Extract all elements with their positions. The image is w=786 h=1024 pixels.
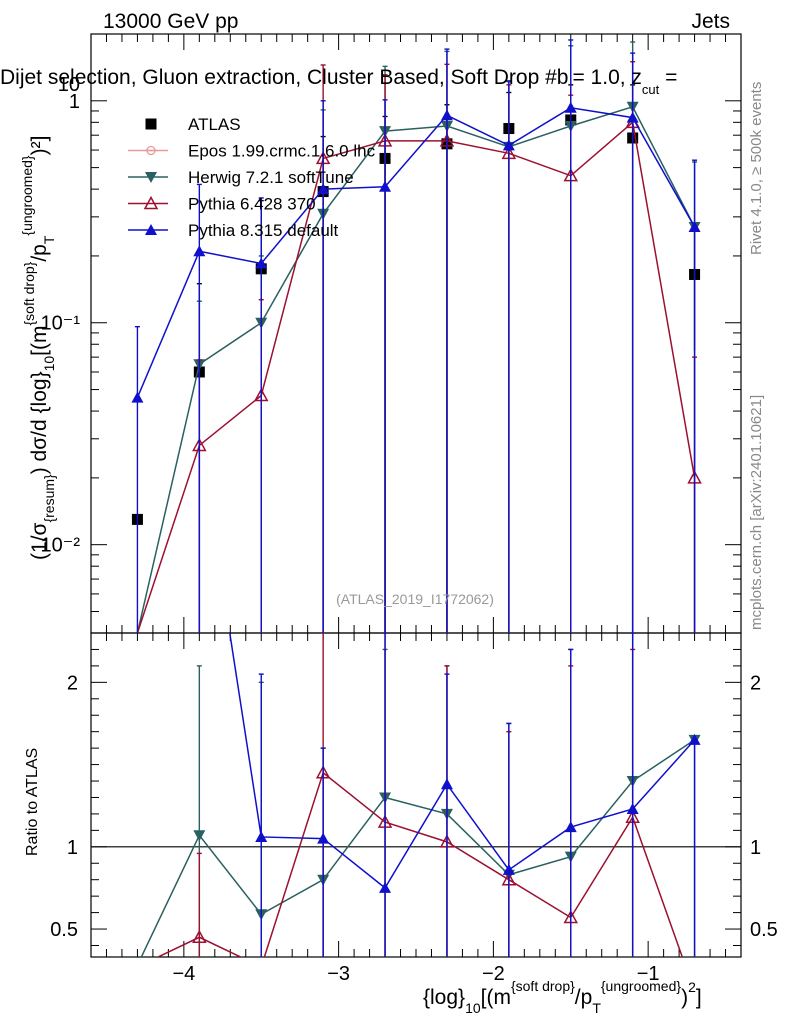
mcplots-label: mcplots.cern.ch [arXiv:2401.10621]	[748, 395, 765, 630]
title-main: Dijet selection, Gluon extraction, Clust…	[0, 66, 568, 89]
legend-marker	[145, 224, 157, 235]
ratio-point	[193, 830, 206, 842]
legend-entry: Epos 1.99.crmc.1.6.0 lhc	[128, 142, 376, 161]
series-line	[136, 120, 696, 634]
legend-marker	[143, 195, 159, 210]
legend-marker	[145, 172, 157, 183]
ratio-point	[440, 778, 453, 790]
data-point	[440, 109, 453, 121]
x-tick-label: −1	[637, 963, 660, 985]
data-point	[131, 391, 144, 403]
x-axis-label: {log}10[(m{soft drop}/pT{ungroomed})2]	[423, 978, 702, 1016]
legend-label: Herwig 7.2.1 softTune	[188, 168, 354, 187]
upper-y-axis-label: (1/σ{resum}) dσ/d {log}10[(m{soft drop}/…	[19, 136, 57, 560]
legend-label: Pythia 8.315 default	[188, 221, 339, 240]
data-point	[564, 101, 577, 113]
ratio-line	[140, 739, 695, 957]
x-tick-label: −3	[327, 963, 350, 985]
ratio-point	[688, 733, 701, 745]
ratio-point	[564, 821, 577, 833]
ratio-point	[192, 929, 207, 944]
title-end: =	[659, 66, 677, 89]
series-line	[136, 105, 696, 634]
legend: ATLAS Epos 1.99.crmc.1.6.0 lhc Herwig 7.2.…	[128, 115, 376, 240]
legend-label: Epos 1.99.crmc.1.6.0 lhc	[188, 142, 376, 161]
ratio-series-pythia-8-315-default	[229, 633, 701, 957]
ratio-point	[255, 830, 268, 842]
data-point	[688, 221, 701, 233]
legend-entry: Herwig 7.2.1 softTune	[128, 168, 354, 187]
legend-entry: ATLAS	[145, 115, 241, 134]
analysis-watermark: (ATLAS_2019_I1772062)	[336, 591, 494, 607]
ratio-series-group	[140, 633, 701, 957]
main-axis-ticks: 10⁻² 10⁻¹ 110	[41, 33, 742, 634]
ratio-panel-frame	[90, 632, 742, 958]
lower-y-axis-label: Ratio to ATLAS	[24, 748, 41, 856]
ratio-point	[626, 802, 639, 814]
header-left: 13000 GeV pp	[103, 10, 238, 33]
ratio-point	[502, 863, 515, 875]
data-point	[379, 180, 392, 192]
rivet-label: Rivet 4.1.0, ≥ 500k events	[748, 82, 765, 255]
legend-label: ATLAS	[188, 115, 241, 134]
ratio-y-tick-label: 0.5	[50, 919, 78, 941]
data-point	[317, 183, 330, 195]
legend-label: Pythia 6.428 370	[188, 195, 316, 214]
data-point	[193, 245, 206, 257]
x-tick-label: −2	[482, 963, 505, 985]
ratio-y-tick-label: 2	[67, 672, 78, 694]
title-sub: cut	[642, 82, 660, 97]
ratio-axis-ticks: −4 −3 −2 −1 0.5 0.5 1 1 2 2	[50, 632, 778, 985]
x-tick-label: −4	[172, 963, 195, 985]
ratio-y-tick-label: 1	[67, 837, 78, 859]
header-right: Jets	[691, 10, 730, 33]
main-y-tick-label: 1	[69, 91, 80, 113]
data-point	[626, 111, 639, 123]
title-tail: = 1.0, z	[572, 66, 641, 89]
ratio-series-pythia-6-428-370	[156, 633, 684, 957]
data-point	[502, 139, 515, 151]
ratio-point	[379, 881, 392, 893]
main-y-tick-label: 10⁻¹	[41, 313, 81, 335]
ratio-y-tick-label-right: 0.5	[750, 919, 778, 941]
data-point	[255, 257, 268, 269]
main-series-group	[131, 39, 702, 634]
series-pythia-8-315-default	[131, 39, 701, 633]
plot-title: Dijet selection, Gluon extraction, Clust…	[0, 66, 677, 97]
main-y-tick-label: 10	[58, 74, 80, 96]
ratio-line	[156, 771, 684, 957]
main-y-tick-label: 10⁻²	[41, 535, 81, 557]
legend-marker	[145, 118, 157, 130]
ratio-series-herwig-7-2-1-softtune	[140, 633, 701, 957]
legend-entry: Pythia 8.315 default	[128, 221, 339, 240]
ratio-point	[317, 832, 330, 844]
legend-entry: Pythia 6.428 370	[128, 195, 316, 214]
ratio-y-tick-label-right: 1	[750, 837, 761, 859]
ratio-line	[229, 633, 696, 890]
ratio-y-tick-label-right: 2	[750, 672, 761, 694]
series-line	[136, 107, 696, 398]
